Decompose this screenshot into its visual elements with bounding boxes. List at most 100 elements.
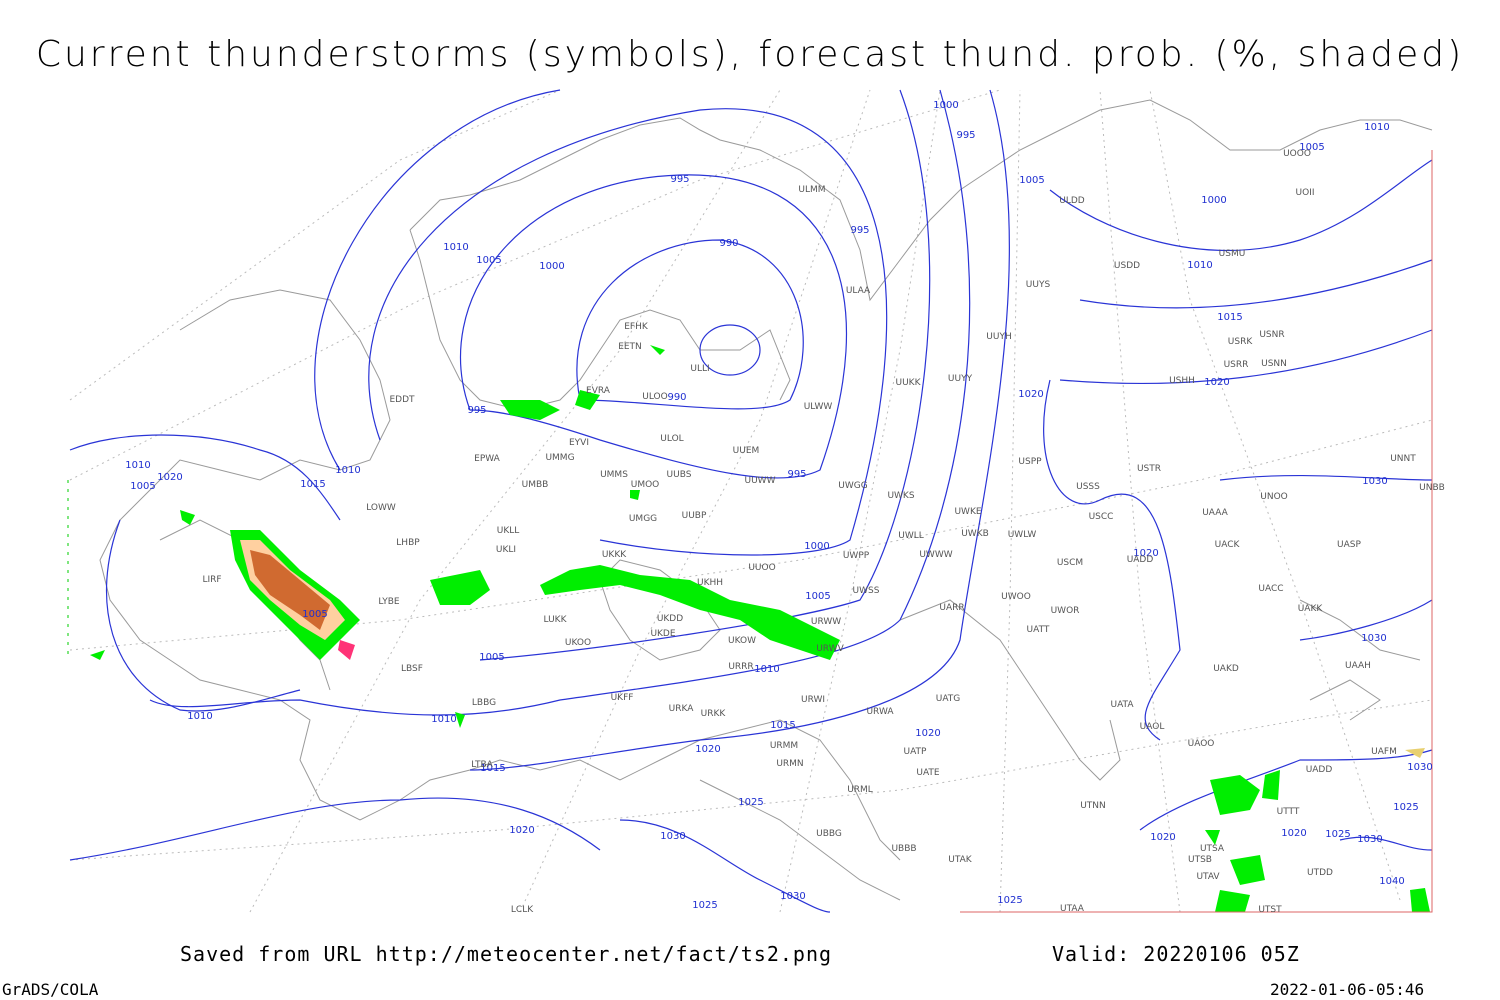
station-label: EYVI: [569, 438, 589, 448]
station-label: UKLI: [496, 545, 516, 555]
station-label: UMBB: [522, 480, 549, 490]
station-label: UOOO: [1283, 149, 1311, 159]
station-label: UWOR: [1051, 606, 1080, 616]
station-label: USRK: [1228, 337, 1254, 347]
isobar-label: 990: [719, 238, 738, 249]
station-label: ULMM: [798, 185, 825, 195]
station-label: ULWW: [804, 402, 833, 412]
station-label: UNOO: [1260, 492, 1288, 502]
station-label: LIRF: [202, 575, 221, 585]
isobar-label: 1030: [1361, 633, 1386, 644]
station-label: UADD: [1127, 555, 1154, 565]
station-label: UTSB: [1188, 855, 1212, 865]
station-label: UTAV: [1196, 872, 1220, 882]
isobar-label: 1030: [660, 831, 685, 842]
isobar-label: 1020: [1018, 389, 1043, 400]
isobar-label: 1020: [1133, 548, 1158, 559]
station-label: UKDE: [650, 629, 675, 639]
timestamp: 2022-01-06-05:46: [1270, 980, 1424, 999]
isobar-label: 1020: [915, 728, 940, 739]
isobar-label: 1025: [1393, 802, 1418, 813]
isobar-label: 1000: [539, 261, 564, 272]
isobar-label: 1010: [431, 714, 456, 725]
isobar-label: 990: [667, 392, 686, 403]
station-label: UUEM: [733, 446, 760, 456]
station-label: URRR: [728, 662, 753, 672]
isobar-label: 1025: [692, 900, 717, 911]
station-label: UATG: [936, 694, 961, 704]
isobar-label: 995: [670, 174, 689, 185]
title: Current thunderstorms (symbols), forecas…: [36, 34, 1464, 75]
isobar-label: 1010: [335, 465, 360, 476]
station-label: USPP: [1018, 457, 1042, 467]
isobar-label: 1020: [1204, 377, 1229, 388]
station-label: LBBG: [472, 698, 496, 708]
station-label: UAFM: [1371, 747, 1397, 757]
station-label: ULLI: [690, 364, 709, 374]
map-border: [960, 150, 1433, 913]
isobar-label: 1005: [476, 255, 501, 266]
station-label: LBSF: [401, 664, 423, 674]
isobar-label: 1000: [933, 100, 958, 111]
station-label: UUKK: [896, 378, 922, 388]
isobar-label: 1030: [1357, 834, 1382, 845]
station-label: UATE: [916, 768, 940, 778]
valid-time: Valid: 20220106 05Z: [1052, 942, 1300, 966]
station-labels: ULMM ULDD UUYS ULAA USDD USMU UOOO UOII EFHK EETN…: [202, 149, 1444, 915]
station-label: LTBA: [471, 760, 493, 770]
graticule: [69, 89, 1433, 913]
station-label: LUKK: [544, 615, 568, 625]
station-label: UKLL: [497, 526, 520, 536]
station-label: UUYY: [948, 374, 973, 384]
station-label: URWA: [866, 707, 894, 717]
isobar-label: 1000: [1201, 195, 1226, 206]
station-label: UKKK: [602, 550, 627, 560]
isobar-label: 1005: [805, 591, 830, 602]
isobar-label: 1020: [1150, 832, 1175, 843]
station-label: EFHK: [624, 322, 649, 332]
station-label: EPWA: [474, 454, 501, 464]
station-label: UACK: [1215, 540, 1241, 550]
station-label: UUOO: [748, 563, 775, 573]
isobar-label: 1005: [1299, 142, 1324, 153]
source-url: Saved from URL http://meteocenter.net/fa…: [180, 942, 832, 966]
isobar-label: 1005: [130, 481, 155, 492]
station-label: EDDT: [389, 395, 415, 405]
station-label: UATP: [904, 747, 928, 757]
station-label: UAAH: [1345, 661, 1371, 671]
station-label: USCM: [1057, 558, 1083, 568]
station-label: ULOL: [660, 434, 683, 444]
isobar-label: 1030: [780, 891, 805, 902]
isobar-label: 1020: [1281, 828, 1306, 839]
isobar-label: 1020: [695, 744, 720, 755]
station-label: URWW: [811, 617, 841, 627]
isobar-label: 1020: [157, 472, 182, 483]
station-label: UWPP: [843, 551, 870, 561]
station-label: UKDD: [657, 614, 683, 624]
station-label: UUYH: [986, 332, 1011, 342]
station-label: LCLK: [511, 905, 534, 915]
station-label: UWLW: [1008, 530, 1037, 540]
isobar-label: 1005: [1019, 175, 1044, 186]
station-label: UWKB: [961, 529, 989, 539]
station-label: UKFF: [611, 693, 634, 703]
station-label: UUBS: [667, 470, 692, 480]
station-label: ULAA: [846, 286, 871, 296]
station-label: UTDD: [1307, 868, 1333, 878]
station-label: LHBP: [396, 538, 420, 548]
station-label: USDD: [1114, 261, 1140, 271]
station-label: LYBE: [378, 597, 399, 607]
isobar-label: 1025: [1325, 829, 1350, 840]
station-label: URKK: [701, 709, 727, 719]
station-label: UMMG: [545, 453, 574, 463]
station-label: USRR: [1224, 360, 1249, 370]
station-label: UTNN: [1080, 801, 1106, 811]
isobar-label: 1010: [443, 242, 468, 253]
station-label: UKOW: [728, 636, 756, 646]
station-label: UWWW: [919, 550, 952, 560]
station-label: UARR: [939, 603, 964, 613]
isobar-label: 1025: [738, 797, 763, 808]
station-label: URWI: [801, 695, 825, 705]
station-label: EVRA: [586, 386, 611, 396]
